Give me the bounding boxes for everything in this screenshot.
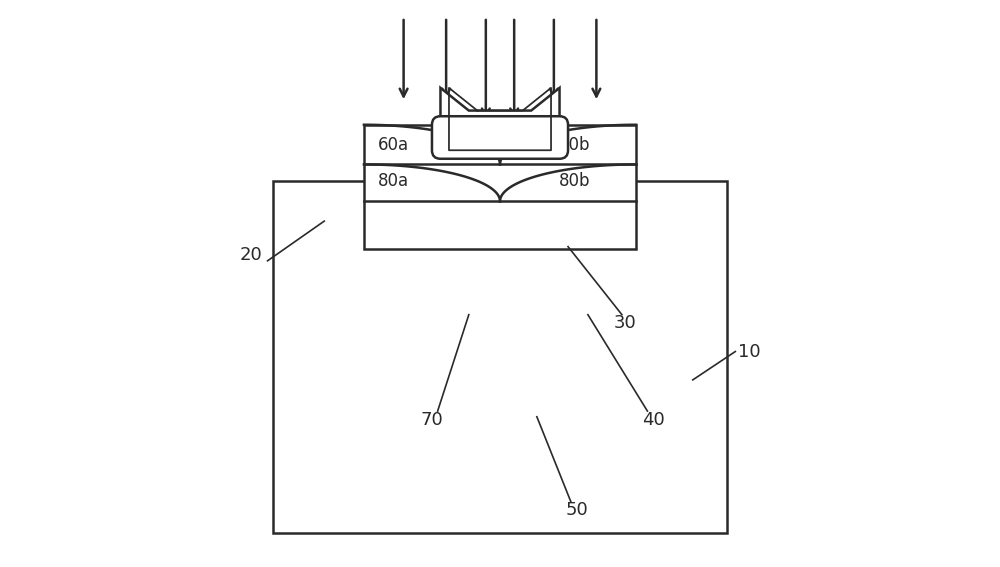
Text: 80a: 80a <box>378 172 409 191</box>
FancyBboxPatch shape <box>432 116 568 159</box>
Text: 50: 50 <box>565 501 588 519</box>
Polygon shape <box>440 88 560 150</box>
Bar <box>364 125 636 249</box>
Text: 80b: 80b <box>559 172 591 191</box>
Text: 60b: 60b <box>559 136 591 154</box>
Text: 40: 40 <box>642 411 664 429</box>
Text: 20: 20 <box>239 246 262 264</box>
Bar <box>273 181 727 533</box>
Text: 30: 30 <box>613 314 636 332</box>
Bar <box>469 111 531 125</box>
Text: 60a: 60a <box>378 136 409 154</box>
Text: 70: 70 <box>421 411 443 429</box>
Text: 10: 10 <box>738 342 761 361</box>
